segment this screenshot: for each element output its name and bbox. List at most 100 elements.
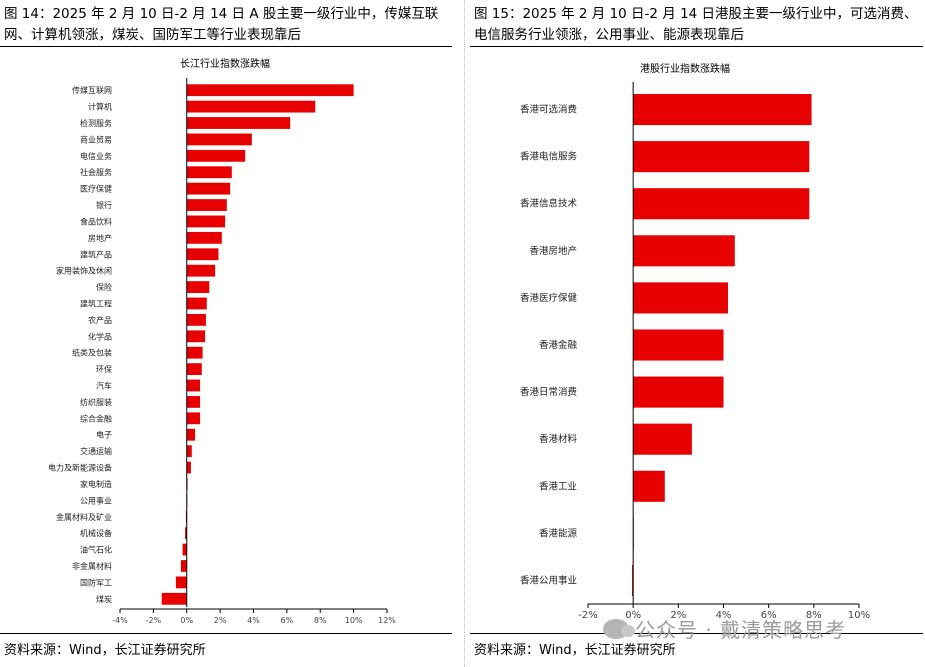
right-bar-7	[633, 423, 692, 455]
left-category-label-18: 汽车	[96, 381, 112, 391]
left-x-tick-label-1: -2%	[146, 616, 162, 625]
left-x-tick-label-2: 0%	[180, 616, 193, 625]
right-category-label-5: 香港金融	[539, 339, 578, 351]
left-category-label-28: 油气石化	[80, 545, 112, 555]
right-bar-3	[633, 235, 735, 267]
right-bar-5	[633, 329, 724, 361]
right-category-label-4: 香港医疗保健	[520, 292, 578, 304]
left-x-tick-label-5: 6%	[281, 616, 294, 625]
right-bar-6	[633, 376, 724, 408]
left-category-label-3: 商业贸易	[80, 134, 112, 144]
left-category-label-27: 机械设备	[80, 528, 112, 538]
left-bar-27	[185, 527, 187, 540]
right-category-label-9: 香港能源	[539, 527, 578, 539]
left-x-tick-label-7: 10%	[345, 616, 363, 625]
left-category-label-4: 电信业务	[80, 151, 112, 161]
right-chart-title: 港股行业指数涨跌幅	[640, 62, 730, 75]
left-category-label-17: 环保	[96, 364, 112, 374]
left-bar-6	[186, 182, 231, 195]
left-category-label-30: 国防军工	[80, 577, 112, 587]
left-bar-30	[175, 576, 187, 589]
left-bar-16	[186, 346, 203, 359]
right-bar-2	[633, 188, 810, 220]
left-bar-0	[186, 84, 354, 97]
right-x-tick-label-4: 6%	[761, 610, 777, 621]
left-x-tick-label-3: 2%	[214, 616, 227, 625]
left-category-label-11: 家用装饰及休闲	[56, 266, 112, 276]
left-bar-11	[186, 264, 216, 277]
left-bar-15	[186, 330, 206, 343]
left-category-label-5: 社会服务	[80, 167, 112, 177]
left-category-label-15: 化学品	[88, 331, 112, 341]
left-bar-7	[186, 199, 227, 211]
watermark-text: 公众号 · 戴清策略思考	[635, 618, 847, 642]
left-category-label-19: 纺织服装	[80, 397, 112, 407]
left-bar-1	[186, 100, 316, 113]
left-bar-20	[186, 412, 201, 425]
right-source-note: 资料来源：Wind，长江证券研究所	[474, 643, 676, 658]
left-chart: 长江行业指数涨跌幅传媒互联网计算机检测服务商业贸易电信业务社会服务医疗保健银行食…	[48, 57, 396, 625]
right-x-tick-label-0: -2%	[578, 610, 597, 621]
left-bar-18	[186, 379, 201, 392]
left-category-label-20: 综合金融	[80, 413, 112, 423]
left-source-note: 资料来源：Wind，长江证券研究所	[4, 643, 206, 658]
right-bar-0	[633, 94, 812, 126]
right-x-tick-label-6: 10%	[848, 610, 870, 621]
left-category-label-14: 农产品	[88, 315, 112, 325]
left-bar-19	[186, 396, 201, 408]
left-x-tick-label-6: 8%	[314, 616, 327, 625]
left-bar-17	[186, 363, 202, 376]
watermark: 公众号 · 戴清策略思考	[603, 614, 846, 643]
right-bar-1	[633, 141, 810, 173]
right-bar-10	[632, 564, 634, 596]
left-figure-panel: 图 14：2025 年 2 月 10 日-2 月 14 日 A 股主要一级行业中…	[0, 0, 462, 667]
left-category-label-24: 家电制造	[80, 479, 112, 489]
left-category-label-21: 电子	[96, 430, 112, 440]
left-category-label-10: 建筑产品	[80, 249, 112, 259]
right-bottom-rule	[470, 633, 923, 634]
right-category-label-0: 香港可选消费	[520, 104, 577, 116]
left-bar-12	[186, 281, 210, 293]
left-chart-title: 长江行业指数涨跌幅	[180, 57, 270, 70]
left-bar-14	[186, 313, 206, 326]
right-bar-8	[633, 470, 665, 502]
right-x-tick-label-1: 0%	[625, 610, 641, 621]
right-bar-4	[633, 282, 729, 314]
left-category-label-25: 公用事业	[80, 495, 112, 505]
right-x-tick-label-2: 2%	[670, 610, 686, 621]
left-category-label-29: 非金属材料	[72, 561, 112, 571]
left-bar-31	[161, 592, 187, 605]
left-bar-3	[186, 133, 252, 146]
left-category-label-16: 纸类及包装	[72, 348, 112, 358]
left-category-label-6: 医疗保健	[80, 184, 112, 194]
right-figure-caption: 图 15：2025 年 2 月 10 日-2 月 14 日港股主要一级行业中，可…	[474, 6, 918, 43]
left-bar-10	[186, 248, 219, 261]
left-category-label-2: 检测服务	[80, 118, 112, 128]
left-bar-9	[186, 231, 222, 244]
left-category-label-13: 建筑工程	[80, 298, 112, 308]
left-category-label-22: 交通运输	[80, 446, 112, 456]
right-category-label-6: 香港日常消费	[520, 386, 577, 398]
right-category-label-3: 香港房地产	[529, 245, 577, 257]
left-bar-23	[186, 461, 191, 474]
right-category-label-10: 香港公用事业	[520, 574, 577, 586]
left-bar-5	[186, 166, 232, 179]
left-top-rule	[0, 46, 452, 47]
right-chart: 港股行业指数涨跌幅香港可选消费香港电信服务香港信息技术香港房地产香港医疗保健香港…	[520, 62, 870, 621]
left-bar-22	[186, 445, 192, 458]
left-bar-13	[186, 297, 207, 310]
left-x-tick-label-8: 12%	[378, 616, 396, 625]
left-bar-2	[186, 117, 291, 129]
left-x-tick-label-0: -4%	[112, 616, 128, 625]
right-figure-panel: 图 15：2025 年 2 月 10 日-2 月 14 日港股主要一级行业中，可…	[470, 0, 925, 667]
left-figure-caption: 图 14：2025 年 2 月 10 日-2 月 14 日 A 股主要一级行业中…	[4, 6, 439, 43]
right-top-rule	[470, 46, 923, 47]
left-bar-8	[186, 215, 226, 228]
left-category-label-9: 房地产	[88, 233, 112, 243]
left-category-label-12: 保险	[96, 282, 112, 292]
right-category-label-8: 香港工业	[539, 480, 577, 492]
wechat-icon	[603, 618, 635, 639]
right-x-tick-label-3: 4%	[716, 610, 732, 621]
left-category-label-7: 银行	[96, 200, 112, 210]
left-bottom-rule	[0, 633, 452, 634]
